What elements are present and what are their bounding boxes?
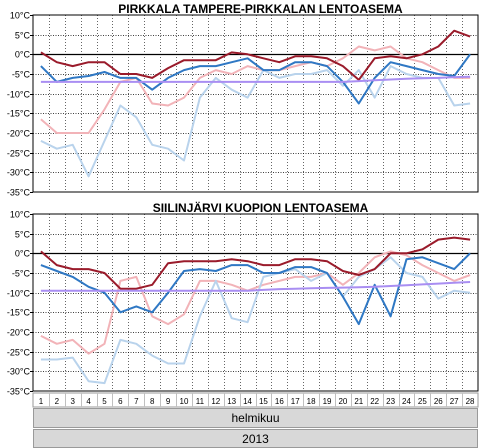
siilinjarvi-panel: SIILINJÄRVI KUOPION LENTOASEMA 10°C 5°C 0°C… bbox=[7, 200, 479, 397]
y-tick-label: -20°C bbox=[7, 328, 31, 338]
y-tick-label: -35°C bbox=[7, 188, 31, 198]
y-tick-label: -5°C bbox=[12, 269, 31, 279]
series-line-3 bbox=[40, 252, 471, 326]
y-tick-label: 0°C bbox=[15, 249, 31, 259]
day-tick-label: 16 bbox=[275, 397, 284, 406]
day-axis: 1 2 3 4 5 6 7 8 9 10 11 12 13 14 15 16 17 18 19 20 21 22 23 24 2… bbox=[32, 392, 479, 408]
day-tick-label: 12 bbox=[211, 397, 220, 406]
day-tick-label: 5 bbox=[102, 397, 107, 406]
y-tick-label: -25°C bbox=[7, 348, 31, 358]
y-tick-label: -10°C bbox=[7, 90, 31, 100]
y-tick-label: -35°C bbox=[7, 387, 31, 397]
day-tick-label: 2 bbox=[55, 397, 60, 406]
month-label: helmikuu bbox=[33, 408, 478, 428]
day-tick-label: 8 bbox=[150, 397, 155, 406]
y-tick-label: -10°C bbox=[7, 289, 31, 299]
series-line-3 bbox=[40, 53, 471, 105]
y-tick-label: 5°C bbox=[15, 230, 31, 240]
day-tick-label: 6 bbox=[118, 397, 123, 406]
y-tick-label: -15°C bbox=[7, 109, 31, 119]
y-tick-label: 10°C bbox=[10, 210, 31, 220]
day-tick-label: 21 bbox=[354, 397, 363, 406]
series-line-2 bbox=[40, 29, 471, 81]
day-tick-label: 27 bbox=[450, 397, 459, 406]
day-tick-label: 15 bbox=[259, 397, 268, 406]
day-tick-label: 23 bbox=[386, 397, 395, 406]
day-axis-frame bbox=[32, 392, 479, 408]
y-tick-label: -30°C bbox=[7, 367, 31, 377]
series-line-4 bbox=[40, 75, 471, 83]
day-tick-label: 19 bbox=[323, 397, 332, 406]
day-tick-label: 25 bbox=[418, 397, 427, 406]
y-tick-label: -30°C bbox=[7, 168, 31, 178]
series-line-4 bbox=[40, 281, 471, 292]
y-tick-label: -20°C bbox=[7, 129, 31, 139]
day-tick-label: 28 bbox=[466, 397, 475, 406]
series-line-1 bbox=[40, 256, 471, 385]
series-line-0 bbox=[40, 45, 471, 134]
day-tick-label: 3 bbox=[71, 397, 76, 406]
day-tick-label: 20 bbox=[338, 397, 347, 406]
y-tick-label: 10°C bbox=[10, 11, 31, 21]
panel-title: SIILINJÄRVI KUOPION LENTOASEMA bbox=[153, 200, 369, 215]
day-tick-label: 26 bbox=[434, 397, 443, 406]
day-tick-label: 7 bbox=[134, 397, 139, 406]
day-tick-label: 17 bbox=[291, 397, 300, 406]
y-tick-label: 5°C bbox=[15, 31, 31, 41]
y-tick-label: -15°C bbox=[7, 308, 31, 318]
day-tick-label: 9 bbox=[166, 397, 171, 406]
y-tick-label: 0°C bbox=[15, 50, 31, 60]
day-tick-label: 1 bbox=[39, 397, 44, 406]
day-tick-label: 11 bbox=[196, 397, 205, 406]
pirkkala-panel: PIRKKALA TAMPERE-PIRKKALAN LENTOASEMA 10°… bbox=[7, 2, 479, 198]
y-tick-label: -25°C bbox=[7, 149, 31, 159]
year-label: 2013 bbox=[33, 429, 478, 448]
panel-title: PIRKKALA TAMPERE-PIRKKALAN LENTOASEMA bbox=[118, 2, 403, 16]
day-tick-label: 18 bbox=[307, 397, 316, 406]
day-tick-label: 4 bbox=[86, 397, 91, 406]
day-tick-label: 13 bbox=[227, 397, 236, 406]
day-tick-label: 14 bbox=[243, 397, 252, 406]
day-tick-label: 22 bbox=[370, 397, 379, 406]
series-line-1 bbox=[40, 65, 471, 178]
y-tick-label: -5°C bbox=[12, 70, 31, 80]
series-line-2 bbox=[40, 236, 471, 290]
day-tick-label: 24 bbox=[402, 397, 411, 406]
day-tick-label: 10 bbox=[180, 397, 189, 406]
plot-frame bbox=[32, 14, 479, 193]
